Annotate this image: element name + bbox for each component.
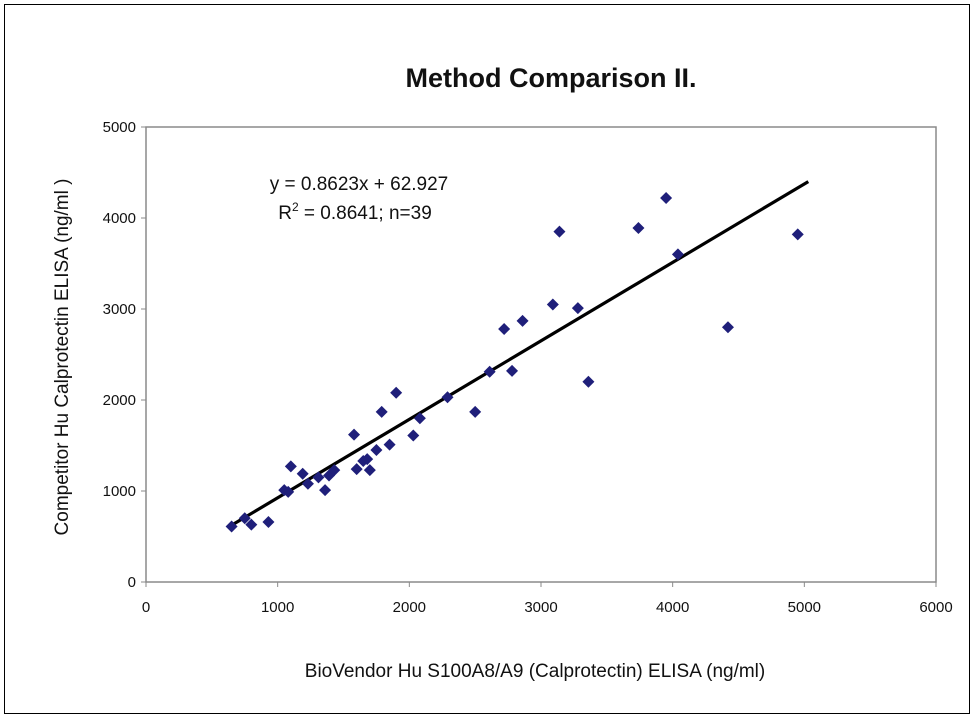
trendline xyxy=(230,180,810,527)
data-point xyxy=(282,485,295,498)
y-tick-label: 2000 xyxy=(103,392,136,409)
data-point xyxy=(441,391,454,404)
data-point xyxy=(361,453,374,466)
data-point xyxy=(553,225,566,238)
data-point xyxy=(660,191,673,204)
data-point xyxy=(301,477,314,490)
data-point xyxy=(262,515,275,528)
data-point xyxy=(721,321,734,334)
data-point xyxy=(245,518,258,531)
data-point xyxy=(390,386,403,399)
data-point xyxy=(383,438,396,451)
data-point xyxy=(516,314,529,327)
y-tick-label: 3000 xyxy=(103,301,136,318)
r-squared-prefix: R xyxy=(278,203,292,224)
x-tick-label: 0 xyxy=(142,599,150,616)
data-point xyxy=(546,298,559,311)
data-point xyxy=(506,364,519,377)
y-axis: 0 1000 2000 3000 4000 5000 xyxy=(103,119,146,591)
data-point xyxy=(350,463,363,476)
data-point xyxy=(225,520,238,533)
data-point xyxy=(328,464,341,477)
x-tick-label: 2000 xyxy=(393,599,426,616)
data-point xyxy=(370,444,383,457)
data-point xyxy=(791,228,804,241)
y-tick-label: 1000 xyxy=(103,483,136,500)
regression-equation: y = 0.8623x + 62.927 xyxy=(270,174,449,195)
chart-frame xyxy=(4,4,970,714)
x-tick-label: 6000 xyxy=(919,599,952,616)
chart-title: Method Comparison II. xyxy=(405,63,696,93)
plot-area-border xyxy=(145,126,937,583)
y-tick-label: 5000 xyxy=(103,119,136,136)
x-axis-title: BioVendor Hu S100A8/A9 (Calprotectin) EL… xyxy=(305,661,765,682)
data-point xyxy=(312,471,325,484)
data-point xyxy=(582,375,595,388)
data-points xyxy=(225,191,804,533)
r-squared-label: R2 = 0.8641; n=39 xyxy=(278,200,432,224)
data-point xyxy=(319,484,332,497)
data-point xyxy=(671,248,684,261)
data-point xyxy=(571,302,584,315)
data-point xyxy=(375,405,388,418)
data-point xyxy=(284,460,297,473)
data-point xyxy=(498,323,511,336)
data-point xyxy=(469,405,482,418)
x-tick-label: 3000 xyxy=(524,599,557,616)
x-tick-label: 4000 xyxy=(656,599,689,616)
r-squared-value: = 0.8641; n=39 xyxy=(299,203,432,224)
x-axis: 0 1000 2000 3000 4000 5000 6000 xyxy=(142,582,953,616)
data-point xyxy=(632,222,645,235)
data-point xyxy=(483,365,496,378)
y-axis-title: Competitor Hu Calprotectin ELISA (ng/ml … xyxy=(52,179,73,536)
data-point xyxy=(238,512,251,525)
x-tick-label: 1000 xyxy=(261,599,294,616)
data-point xyxy=(413,412,426,425)
y-tick-label: 0 xyxy=(128,574,136,591)
data-point xyxy=(296,467,309,480)
x-tick-label: 5000 xyxy=(788,599,821,616)
data-point xyxy=(363,464,376,477)
data-point xyxy=(407,429,420,442)
data-point xyxy=(348,428,361,441)
y-tick-label: 4000 xyxy=(103,210,136,227)
r-squared-superscript: 2 xyxy=(292,200,299,214)
